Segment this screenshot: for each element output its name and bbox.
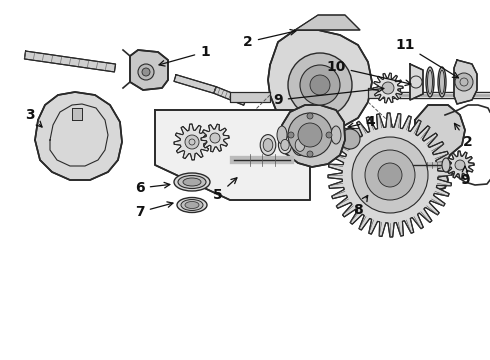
Circle shape <box>307 151 313 157</box>
Polygon shape <box>230 92 270 102</box>
Ellipse shape <box>178 175 206 189</box>
Polygon shape <box>174 75 216 93</box>
Ellipse shape <box>278 136 292 154</box>
Polygon shape <box>280 105 345 167</box>
Circle shape <box>210 133 220 143</box>
Circle shape <box>340 129 360 149</box>
Circle shape <box>142 68 150 76</box>
Circle shape <box>298 123 322 147</box>
Text: 2: 2 <box>454 123 473 149</box>
Circle shape <box>300 65 340 105</box>
Circle shape <box>288 132 294 138</box>
Circle shape <box>288 53 352 117</box>
Ellipse shape <box>427 70 433 94</box>
Polygon shape <box>368 88 400 98</box>
Circle shape <box>365 150 415 200</box>
Text: 11: 11 <box>395 38 459 78</box>
Ellipse shape <box>281 139 289 150</box>
Ellipse shape <box>174 173 210 191</box>
Polygon shape <box>454 60 477 104</box>
Text: 8: 8 <box>353 195 368 217</box>
Polygon shape <box>155 110 310 200</box>
Polygon shape <box>72 108 82 120</box>
Circle shape <box>310 75 330 95</box>
Ellipse shape <box>292 135 308 156</box>
Polygon shape <box>415 105 465 190</box>
Ellipse shape <box>331 126 341 144</box>
Circle shape <box>185 135 199 149</box>
Circle shape <box>326 132 332 138</box>
Circle shape <box>455 160 465 170</box>
Ellipse shape <box>442 158 450 172</box>
Polygon shape <box>214 87 246 105</box>
Ellipse shape <box>260 135 276 156</box>
Polygon shape <box>295 15 360 30</box>
Polygon shape <box>328 113 452 237</box>
Text: 7: 7 <box>135 202 173 219</box>
Text: 6: 6 <box>135 181 170 195</box>
Circle shape <box>378 163 402 187</box>
Text: 2: 2 <box>243 30 296 49</box>
Text: 3: 3 <box>25 108 42 127</box>
Text: 10: 10 <box>326 60 411 86</box>
Text: 1: 1 <box>159 45 210 66</box>
Polygon shape <box>130 50 168 90</box>
Ellipse shape <box>185 202 199 208</box>
Text: 9: 9 <box>273 86 384 107</box>
Ellipse shape <box>177 198 207 212</box>
Polygon shape <box>373 73 403 103</box>
Polygon shape <box>35 92 122 180</box>
Text: 5: 5 <box>213 178 237 202</box>
Ellipse shape <box>277 126 287 144</box>
Text: 9: 9 <box>460 166 470 187</box>
Polygon shape <box>268 30 372 132</box>
Ellipse shape <box>440 70 444 94</box>
Ellipse shape <box>295 139 305 152</box>
Ellipse shape <box>181 199 203 211</box>
Ellipse shape <box>426 67 434 97</box>
Ellipse shape <box>438 67 446 97</box>
Polygon shape <box>174 124 210 160</box>
Text: 4: 4 <box>348 115 375 129</box>
Circle shape <box>288 113 332 157</box>
Circle shape <box>307 113 313 119</box>
Ellipse shape <box>183 178 201 186</box>
Circle shape <box>138 64 154 80</box>
Polygon shape <box>338 128 362 150</box>
Polygon shape <box>410 64 423 100</box>
Circle shape <box>352 137 428 213</box>
Polygon shape <box>446 151 474 179</box>
Circle shape <box>455 73 473 91</box>
Circle shape <box>382 82 394 94</box>
Polygon shape <box>24 51 116 72</box>
Polygon shape <box>201 124 229 152</box>
Ellipse shape <box>263 139 273 152</box>
